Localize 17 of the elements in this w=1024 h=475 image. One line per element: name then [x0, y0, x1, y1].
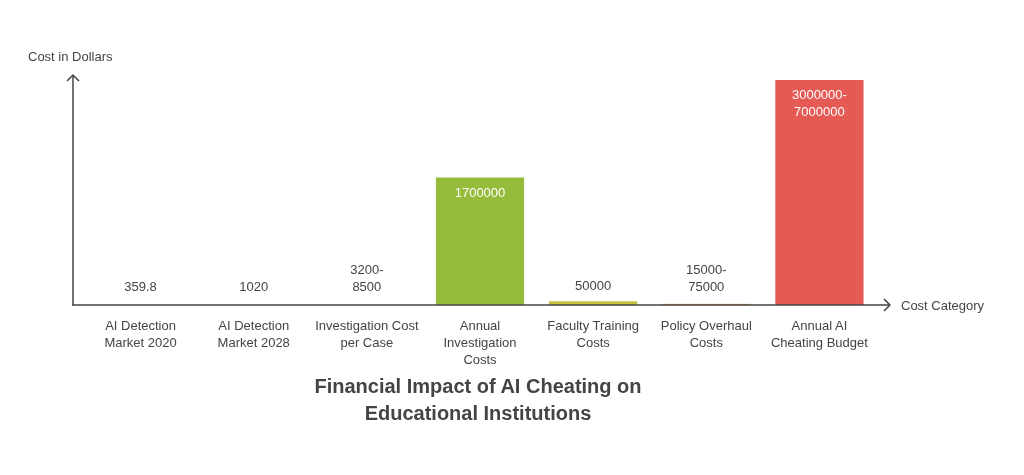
x-axis-title: Cost Category: [901, 298, 985, 313]
data-label: 1020: [239, 279, 269, 294]
x-tick-label: Annual AI Cheating Budget: [771, 318, 869, 350]
x-tick-label: Policy Overhaul Costs: [660, 318, 752, 350]
x-tick-label: Faculty Training Costs: [547, 318, 640, 350]
y-axis-title: Cost in Dollars: [28, 49, 114, 64]
x-tick-label: AI Detection Market 2028: [217, 318, 290, 350]
x-tick-label: AI Detection Market 2020: [104, 318, 177, 350]
data-label: 1700000: [454, 184, 506, 200]
data-label: 15000-75000: [686, 262, 727, 294]
data-label: 359.8: [124, 279, 157, 294]
text: Financial Impact of AI Cheating on Educational Institutions: [314, 375, 642, 424]
data-label: 3000000-7000000: [791, 87, 847, 119]
data-label: 50000: [575, 278, 612, 294]
data-label: 3200-8500: [350, 262, 384, 294]
x-tick-label: Investigation Cost per Case: [315, 318, 419, 350]
x-tick-label: Annual Investigation Costs: [443, 318, 517, 367]
